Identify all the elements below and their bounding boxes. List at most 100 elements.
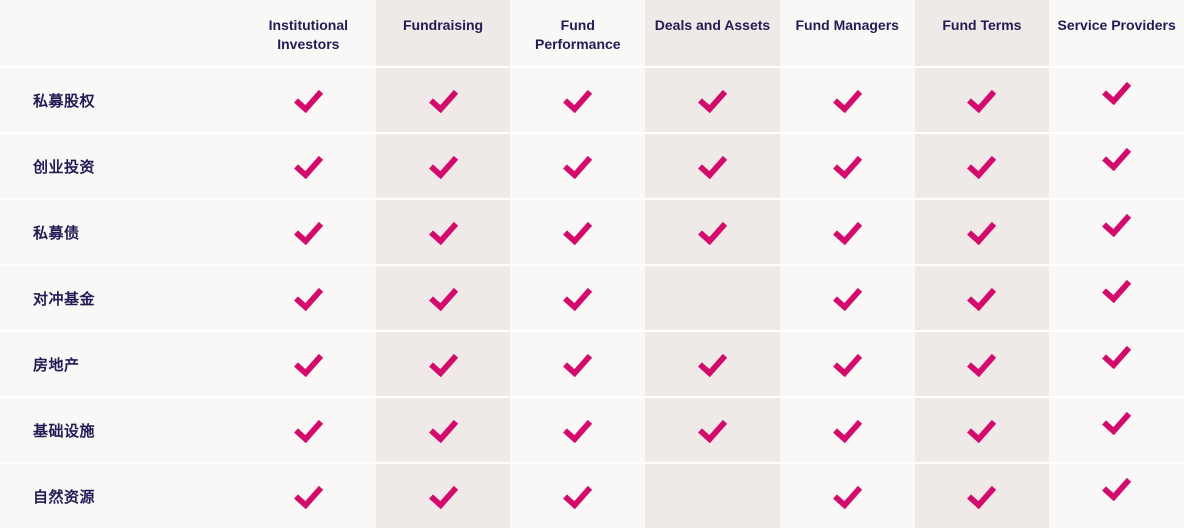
check-icon xyxy=(563,485,593,509)
check-cell xyxy=(645,132,780,198)
check-icon xyxy=(428,287,458,311)
check-cell xyxy=(375,396,511,462)
check-icon xyxy=(698,419,728,443)
check-cell xyxy=(914,132,1050,198)
check-icon xyxy=(832,155,862,179)
check-cell xyxy=(645,198,780,264)
check-cell xyxy=(779,396,915,462)
check-cell xyxy=(510,330,646,396)
column-header: Fund Managers xyxy=(779,0,915,66)
check-icon xyxy=(428,485,458,509)
check-cell xyxy=(779,462,915,528)
row-label-cell: 对冲基金 xyxy=(0,264,241,330)
check-icon xyxy=(293,155,323,179)
check-cell xyxy=(375,462,511,528)
check-icon xyxy=(428,419,458,443)
check-cell xyxy=(1049,462,1184,528)
row-label-cell: 基础设施 xyxy=(0,396,241,462)
check-icon xyxy=(967,89,997,113)
column-header-label: Institutional Investors xyxy=(268,17,348,52)
check-cell xyxy=(241,264,376,330)
check-icon xyxy=(832,353,862,377)
check-cell xyxy=(779,330,915,396)
row-label-cell: 自然资源 xyxy=(0,462,241,528)
check-icon xyxy=(698,89,728,113)
check-cell xyxy=(914,462,1050,528)
check-icon xyxy=(1102,81,1132,105)
check-cell xyxy=(1049,264,1184,330)
row-label: 创业投资 xyxy=(33,158,96,176)
check-icon xyxy=(293,221,323,245)
column-header-label: Fundraising xyxy=(403,17,484,33)
header-spacer xyxy=(0,0,241,66)
check-icon xyxy=(293,419,323,443)
row-label: 自然资源 xyxy=(33,488,96,506)
check-cell xyxy=(510,396,646,462)
check-icon xyxy=(698,353,728,377)
check-cell xyxy=(375,66,511,132)
check-icon xyxy=(967,155,997,179)
check-cell xyxy=(510,264,646,330)
check-icon xyxy=(967,221,997,245)
check-cell xyxy=(241,396,376,462)
check-icon xyxy=(832,89,862,113)
column-header: Deals and Assets xyxy=(645,0,780,66)
column-header-label: Fund Performance xyxy=(534,17,621,52)
check-icon xyxy=(563,353,593,377)
check-cell xyxy=(645,396,780,462)
check-icon xyxy=(428,155,458,179)
check-icon xyxy=(563,287,593,311)
check-cell xyxy=(779,198,915,264)
check-cell xyxy=(645,462,780,528)
column-header: Institutional Investors xyxy=(241,0,376,66)
column-header-label: Fund Managers xyxy=(795,17,899,33)
check-cell xyxy=(241,66,376,132)
check-cell xyxy=(375,198,511,264)
check-icon xyxy=(1102,147,1132,171)
column-header-label: Fund Terms xyxy=(942,17,1022,33)
check-cell xyxy=(1049,132,1184,198)
check-icon xyxy=(832,287,862,311)
check-cell xyxy=(241,198,376,264)
check-icon xyxy=(428,353,458,377)
check-cell xyxy=(241,330,376,396)
check-icon xyxy=(563,419,593,443)
check-cell xyxy=(1049,198,1184,264)
check-cell xyxy=(779,132,915,198)
check-icon xyxy=(1102,279,1132,303)
check-icon xyxy=(428,221,458,245)
row-label: 房地产 xyxy=(33,356,80,374)
check-icon xyxy=(967,353,997,377)
check-icon xyxy=(832,485,862,509)
row-label: 对冲基金 xyxy=(33,290,96,308)
check-icon xyxy=(1102,411,1132,435)
check-icon xyxy=(832,419,862,443)
check-cell xyxy=(375,132,511,198)
check-cell xyxy=(241,132,376,198)
check-icon xyxy=(1102,345,1132,369)
check-icon xyxy=(967,287,997,311)
check-icon xyxy=(563,155,593,179)
check-icon xyxy=(563,89,593,113)
check-icon xyxy=(967,419,997,443)
check-cell xyxy=(914,396,1050,462)
row-label-cell: 房地产 xyxy=(0,330,241,396)
check-icon xyxy=(293,89,323,113)
column-header-label: Service Providers xyxy=(1057,17,1176,33)
check-icon xyxy=(698,221,728,245)
check-icon xyxy=(1102,477,1132,501)
column-header: Fund Terms xyxy=(914,0,1050,66)
check-cell xyxy=(375,330,511,396)
check-cell xyxy=(914,66,1050,132)
check-cell xyxy=(241,462,376,528)
check-cell xyxy=(1049,66,1184,132)
check-icon xyxy=(1102,213,1132,237)
check-cell xyxy=(1049,330,1184,396)
check-cell xyxy=(510,66,646,132)
check-cell xyxy=(510,198,646,264)
check-cell xyxy=(914,198,1050,264)
check-cell xyxy=(645,330,780,396)
check-icon xyxy=(293,287,323,311)
check-cell xyxy=(779,264,915,330)
column-header: Fundraising xyxy=(375,0,511,66)
